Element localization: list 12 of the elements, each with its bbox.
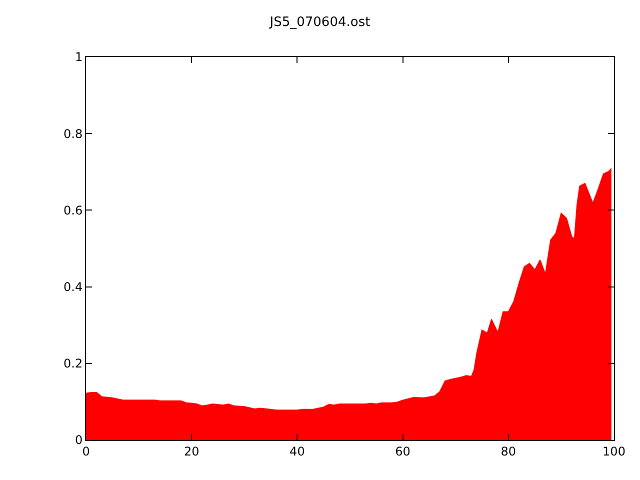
y-tick-label: 0.2	[64, 356, 83, 371]
x-tick-label: 60	[395, 444, 410, 458]
x-tick-label: 100	[602, 444, 626, 458]
y-tick-label: 1	[74, 50, 83, 64]
y-tick-label: 0	[74, 433, 83, 448]
x-tick-label: 20	[184, 444, 200, 458]
y-tick-label: 0.4	[64, 280, 83, 294]
x-tick-label: 40	[290, 444, 305, 458]
y-tick-label: 0.6	[64, 203, 83, 218]
chart-title: JS5_070604.ost	[268, 14, 370, 30]
y-tick-label: 0.8	[64, 126, 83, 141]
x-tick-label: 80	[500, 444, 516, 458]
